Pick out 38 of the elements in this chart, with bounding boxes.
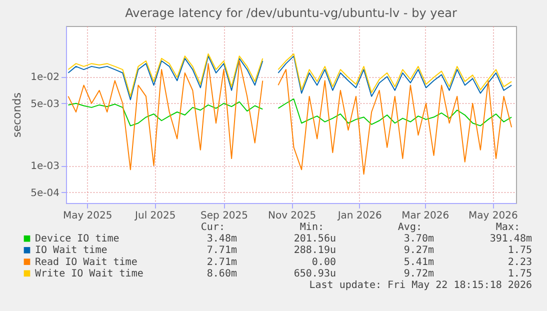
- x-tick-label: Sep 2025: [200, 210, 248, 222]
- text: 650.93u: [294, 268, 336, 280]
- x-tick-label: Jul 2025: [134, 210, 176, 222]
- text: Avg:: [398, 222, 422, 233]
- text: 5.41m: [404, 256, 434, 268]
- x-tick-label: Nov 2025: [268, 210, 316, 222]
- chart-title: Average latency for /dev/ubuntu-vg/ubuntu-lv - by year: [125, 6, 457, 20]
- y-axis-title: seconds: [10, 92, 24, 138]
- text: 2.71m: [206, 256, 237, 268]
- text: Min:: [300, 222, 324, 233]
- x-tick-label: May 2025: [62, 210, 112, 222]
- y-tick-label: 5e-03: [30, 98, 60, 110]
- text: 3.48m: [206, 234, 237, 245]
- legend-label: Read IO Wait time: [35, 256, 138, 268]
- y-tick-label: 5e-04: [30, 188, 60, 199]
- legend-label: Write IO Wait time: [35, 268, 144, 280]
- text: 2.23: [508, 256, 532, 268]
- text: Cur:: [200, 222, 225, 233]
- y-tick-label: 1e-02: [30, 72, 60, 84]
- text: 201.56u: [294, 234, 336, 245]
- legend-label: Device IO time: [35, 234, 120, 245]
- text: Last update: Fri May 22 18:15:18 2026: [309, 280, 532, 291]
- text: 0.00: [312, 256, 336, 268]
- text: 9.72m: [404, 268, 434, 280]
- text: 9.27m: [404, 245, 434, 256]
- x-tick-label: Jan 2026: [336, 210, 382, 222]
- text: 8.60m: [206, 268, 237, 280]
- text: 3.70m: [404, 234, 434, 245]
- x-tick-label: Mar 2026: [402, 210, 450, 222]
- y-tick-label: 1e-03: [30, 161, 60, 172]
- text: 391.48m: [490, 234, 532, 245]
- text: 1.75: [508, 245, 532, 256]
- text: 7.71m: [206, 245, 237, 256]
- text: 288.19u: [294, 245, 336, 256]
- text: 1.75: [508, 268, 532, 280]
- x-tick-label: May 2026: [468, 210, 518, 222]
- text: Max:: [496, 222, 520, 233]
- legend-label: IO Wait time: [35, 245, 108, 256]
